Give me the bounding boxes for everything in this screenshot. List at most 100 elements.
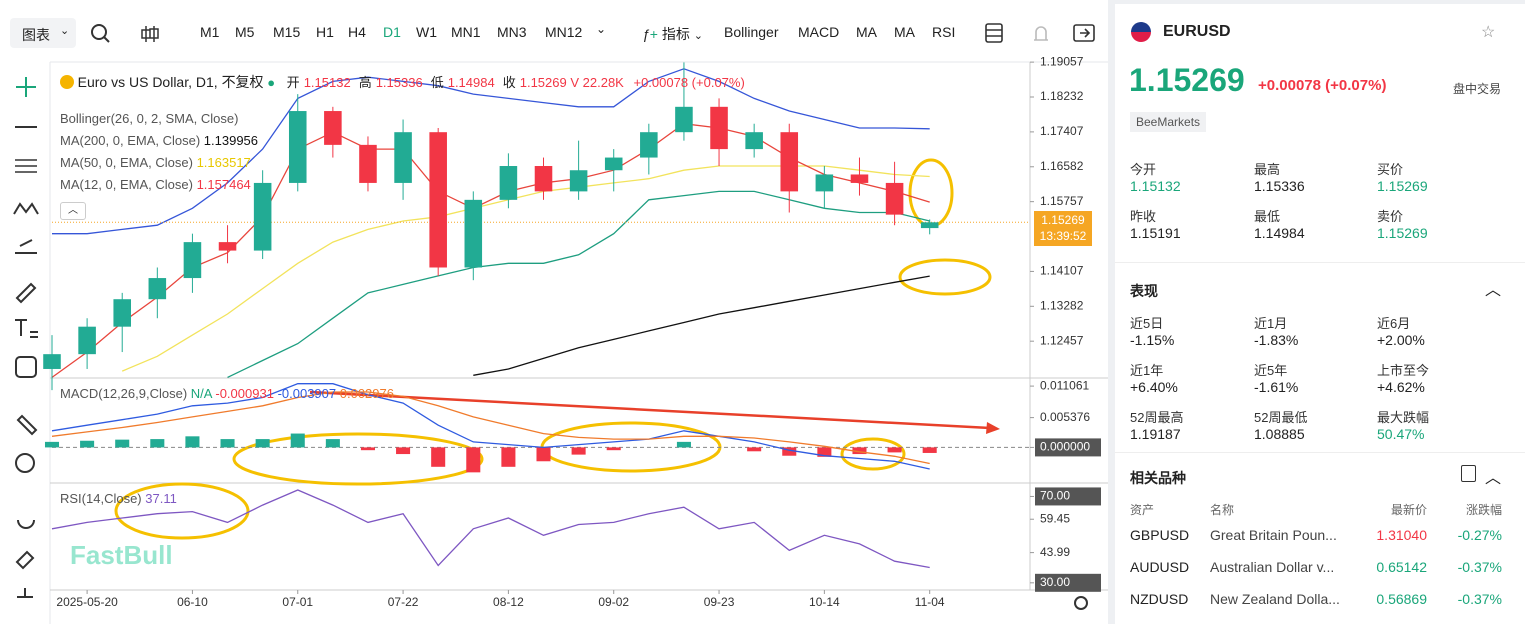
collapse-icon[interactable]: ︿ [1485, 470, 1502, 487]
annotation-arrow [309, 390, 991, 430]
volume: V 22.28K [570, 75, 624, 90]
x-tick-label: 09-23 [704, 595, 735, 609]
annotation-ellipse [840, 437, 906, 471]
divider [1115, 452, 1525, 453]
x-tick-label: 10-14 [809, 595, 840, 609]
timeframe[interactable]: M5 [235, 24, 255, 40]
timeframe[interactable]: D1 [383, 24, 401, 40]
divider [1115, 262, 1525, 263]
stat-label: 买价 [1377, 162, 1404, 177]
indicator[interactable]: MA [894, 24, 915, 40]
stat-label: 今开 [1130, 162, 1157, 177]
perf-label: 最大跌幅 [1377, 410, 1430, 425]
lock-icon [17, 588, 33, 598]
annotation-ellipse [232, 432, 484, 486]
band-lower [227, 190, 930, 378]
indicators-button[interactable]: ƒ+ 指标 ⌄ [642, 26, 703, 42]
perf-label: 上市至今 [1377, 363, 1430, 378]
candle-body [920, 222, 939, 229]
perf-label: 近1年 [1130, 363, 1164, 378]
y-tick-box [1035, 573, 1101, 592]
change: +0.00078 (+0.07%) [633, 75, 745, 90]
candle-body [394, 132, 412, 183]
histogram-bar [220, 439, 235, 448]
fullscreen-icon[interactable] [1073, 24, 1095, 42]
histogram-bar [290, 433, 305, 448]
table-cell: NZDUSD [1130, 591, 1189, 607]
chart-panel: FastBull 1.19057 1.18232 1.17407 1.16582 1.1… [0, 0, 1108, 624]
ohlc-label: 低 [430, 75, 444, 90]
timeframe[interactable]: M15 [273, 24, 301, 40]
last-price: 1.15269 [1041, 213, 1085, 227]
annotation-ellipse [540, 421, 722, 473]
histogram-bar [817, 447, 832, 457]
collapse-legend[interactable]: ︿ [60, 202, 86, 220]
favorite-icon[interactable]: ☆ [1481, 24, 1496, 41]
perf-value: 1.19187 [1130, 426, 1181, 442]
y-tick-box [1035, 487, 1101, 506]
fib-icon [15, 159, 37, 173]
watermark: FastBull [70, 540, 173, 570]
histogram-bar [922, 447, 937, 453]
table-cell: AUDUSD [1130, 559, 1190, 575]
table-cell: 1.31040 [1376, 527, 1427, 543]
pattern-icon [13, 202, 39, 215]
perf-label: 近5年 [1254, 363, 1288, 378]
ma-value: 1.139956 [203, 133, 259, 148]
ruler-icon [16, 414, 38, 436]
text-icon [15, 319, 38, 338]
chart-menu[interactable]: 图表 ⌄ [10, 18, 76, 48]
histogram-bar [571, 447, 586, 455]
stat-value: 1.15336 [1254, 178, 1305, 194]
histogram-bar [887, 447, 902, 453]
histogram-bar [501, 447, 516, 467]
sidebar-icons [13, 77, 1088, 610]
timeframe[interactable]: H1 [316, 24, 334, 40]
table-header: 涨跌幅 [1465, 503, 1502, 517]
timeframe[interactable]: MN1 [451, 24, 481, 40]
y-tick-label: 1.14107 [1040, 264, 1084, 278]
histogram-bar [44, 441, 60, 448]
erase-icon [15, 550, 35, 570]
countdown: 13:39:52 [1039, 229, 1087, 243]
indicator[interactable]: MACD [798, 24, 840, 40]
rsi-title: RSI(14,Close) [60, 491, 142, 506]
macd-legend: MACD(12,26,9,Close) N/A -0.000931 -0.003… [60, 386, 394, 401]
timeframe[interactable]: MN12 [545, 24, 583, 40]
toolbar-right-icons [985, 23, 1095, 43]
histogram-bar [396, 447, 411, 455]
perf-label: 近5日 [1130, 316, 1164, 331]
ohlc-label: 收 [502, 75, 516, 90]
collapse-icon[interactable]: ︿ [1485, 282, 1502, 299]
brush-icon [15, 282, 37, 304]
table-cell: New Zealand Dolla... [1210, 591, 1340, 607]
list-icon[interactable] [1461, 465, 1476, 482]
timeframe[interactable]: M1 [200, 24, 220, 40]
table-header: 最新价 [1390, 503, 1427, 517]
stat-value: 1.15132 [1130, 178, 1181, 194]
timeframe[interactable]: MN3 [497, 24, 527, 40]
crosshair-icon [16, 77, 36, 97]
histogram-bar [606, 447, 621, 451]
histogram-bar [852, 447, 867, 455]
indicator[interactable]: Bollinger [724, 24, 779, 40]
quote-change: +0.00078 (+0.07%) [1258, 77, 1386, 94]
y-tick-label: 0.000000 [1040, 440, 1090, 454]
perf-value: 50.47% [1377, 426, 1425, 442]
candle-type-icon[interactable] [141, 26, 159, 42]
indicator[interactable]: RSI [932, 24, 956, 40]
timeframe[interactable]: H4 [348, 24, 366, 40]
rsi-legend: RSI(14,Close) 37.11 [60, 491, 177, 506]
live-dot: ● [267, 75, 276, 90]
macd-value: -0.000931 [215, 386, 274, 401]
change-pct: (+0.07%) [1325, 77, 1387, 94]
layout-icon[interactable] [985, 23, 1003, 43]
candle-body [675, 106, 693, 133]
indicator[interactable]: MA [856, 24, 877, 40]
alert-icon[interactable] [1034, 26, 1048, 41]
candle-body [745, 132, 763, 150]
timeframe[interactable]: W1 [416, 24, 437, 40]
search-icon[interactable] [91, 24, 107, 40]
y-tick-label: 1.15757 [1040, 194, 1084, 208]
table-cell: -0.27% [1457, 527, 1502, 543]
